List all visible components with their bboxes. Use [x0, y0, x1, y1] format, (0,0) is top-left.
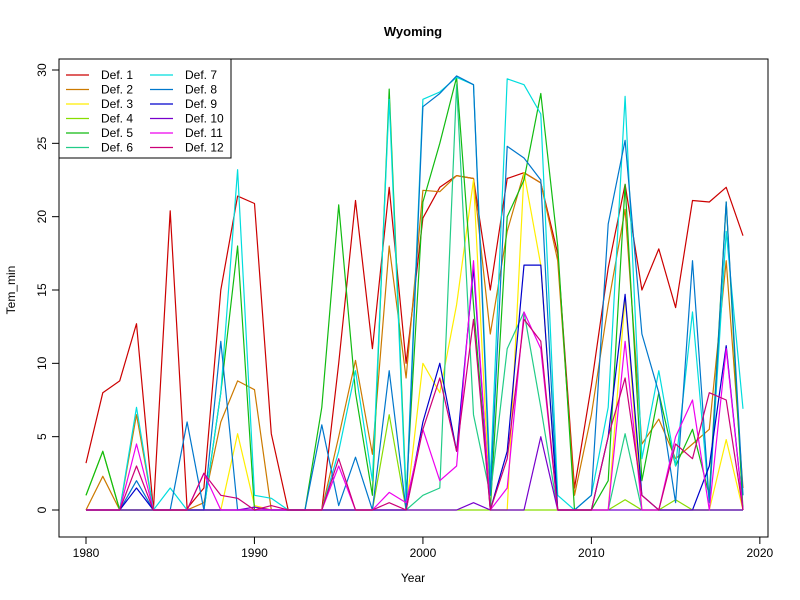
series-line-8: [86, 75, 744, 511]
x-axis-title: Year: [401, 571, 425, 585]
x-tick-label: 2010: [578, 546, 605, 560]
x-tick-label: 2020: [746, 546, 773, 560]
legend-label: Def. 11: [185, 126, 223, 140]
chart-title: Wyoming: [384, 24, 442, 39]
y-tick-label: 0: [35, 506, 49, 513]
y-tick-label: 15: [35, 283, 49, 297]
y-tick-label: 30: [35, 63, 49, 77]
legend-label: Def. 12: [185, 141, 224, 155]
legend-label: Def. 8: [185, 83, 217, 97]
series-layer: [85, 75, 744, 511]
legend-label: Def. 4: [101, 112, 133, 126]
legend-label: Def. 2: [101, 83, 133, 97]
x-tick-label: 1990: [241, 546, 268, 560]
legend-label: Def. 7: [185, 68, 217, 82]
series-line-12: [86, 318, 744, 511]
legend-label: Def. 9: [185, 97, 217, 111]
legend-label: Def. 1: [101, 68, 133, 82]
y-tick-label: 25: [35, 136, 49, 150]
x-axis: 1980 1990 2000 2010 2020: [73, 536, 774, 560]
y-axis: 0 5 10 15 20 25 30: [35, 63, 60, 513]
series-line-10: [86, 436, 743, 511]
y-axis-title: Tem_min: [4, 266, 18, 315]
y-tick-label: 20: [35, 210, 49, 224]
x-tick-label: 1980: [73, 546, 100, 560]
legend-label: Def. 5: [101, 126, 133, 140]
y-tick-label: 5: [35, 433, 49, 440]
y-tick-label: 10: [35, 356, 49, 370]
x-tick-label: 2000: [410, 546, 437, 560]
legend-label: Def. 6: [101, 141, 133, 155]
legend-label: Def. 10: [185, 112, 224, 126]
legend-label: Def. 3: [101, 97, 133, 111]
